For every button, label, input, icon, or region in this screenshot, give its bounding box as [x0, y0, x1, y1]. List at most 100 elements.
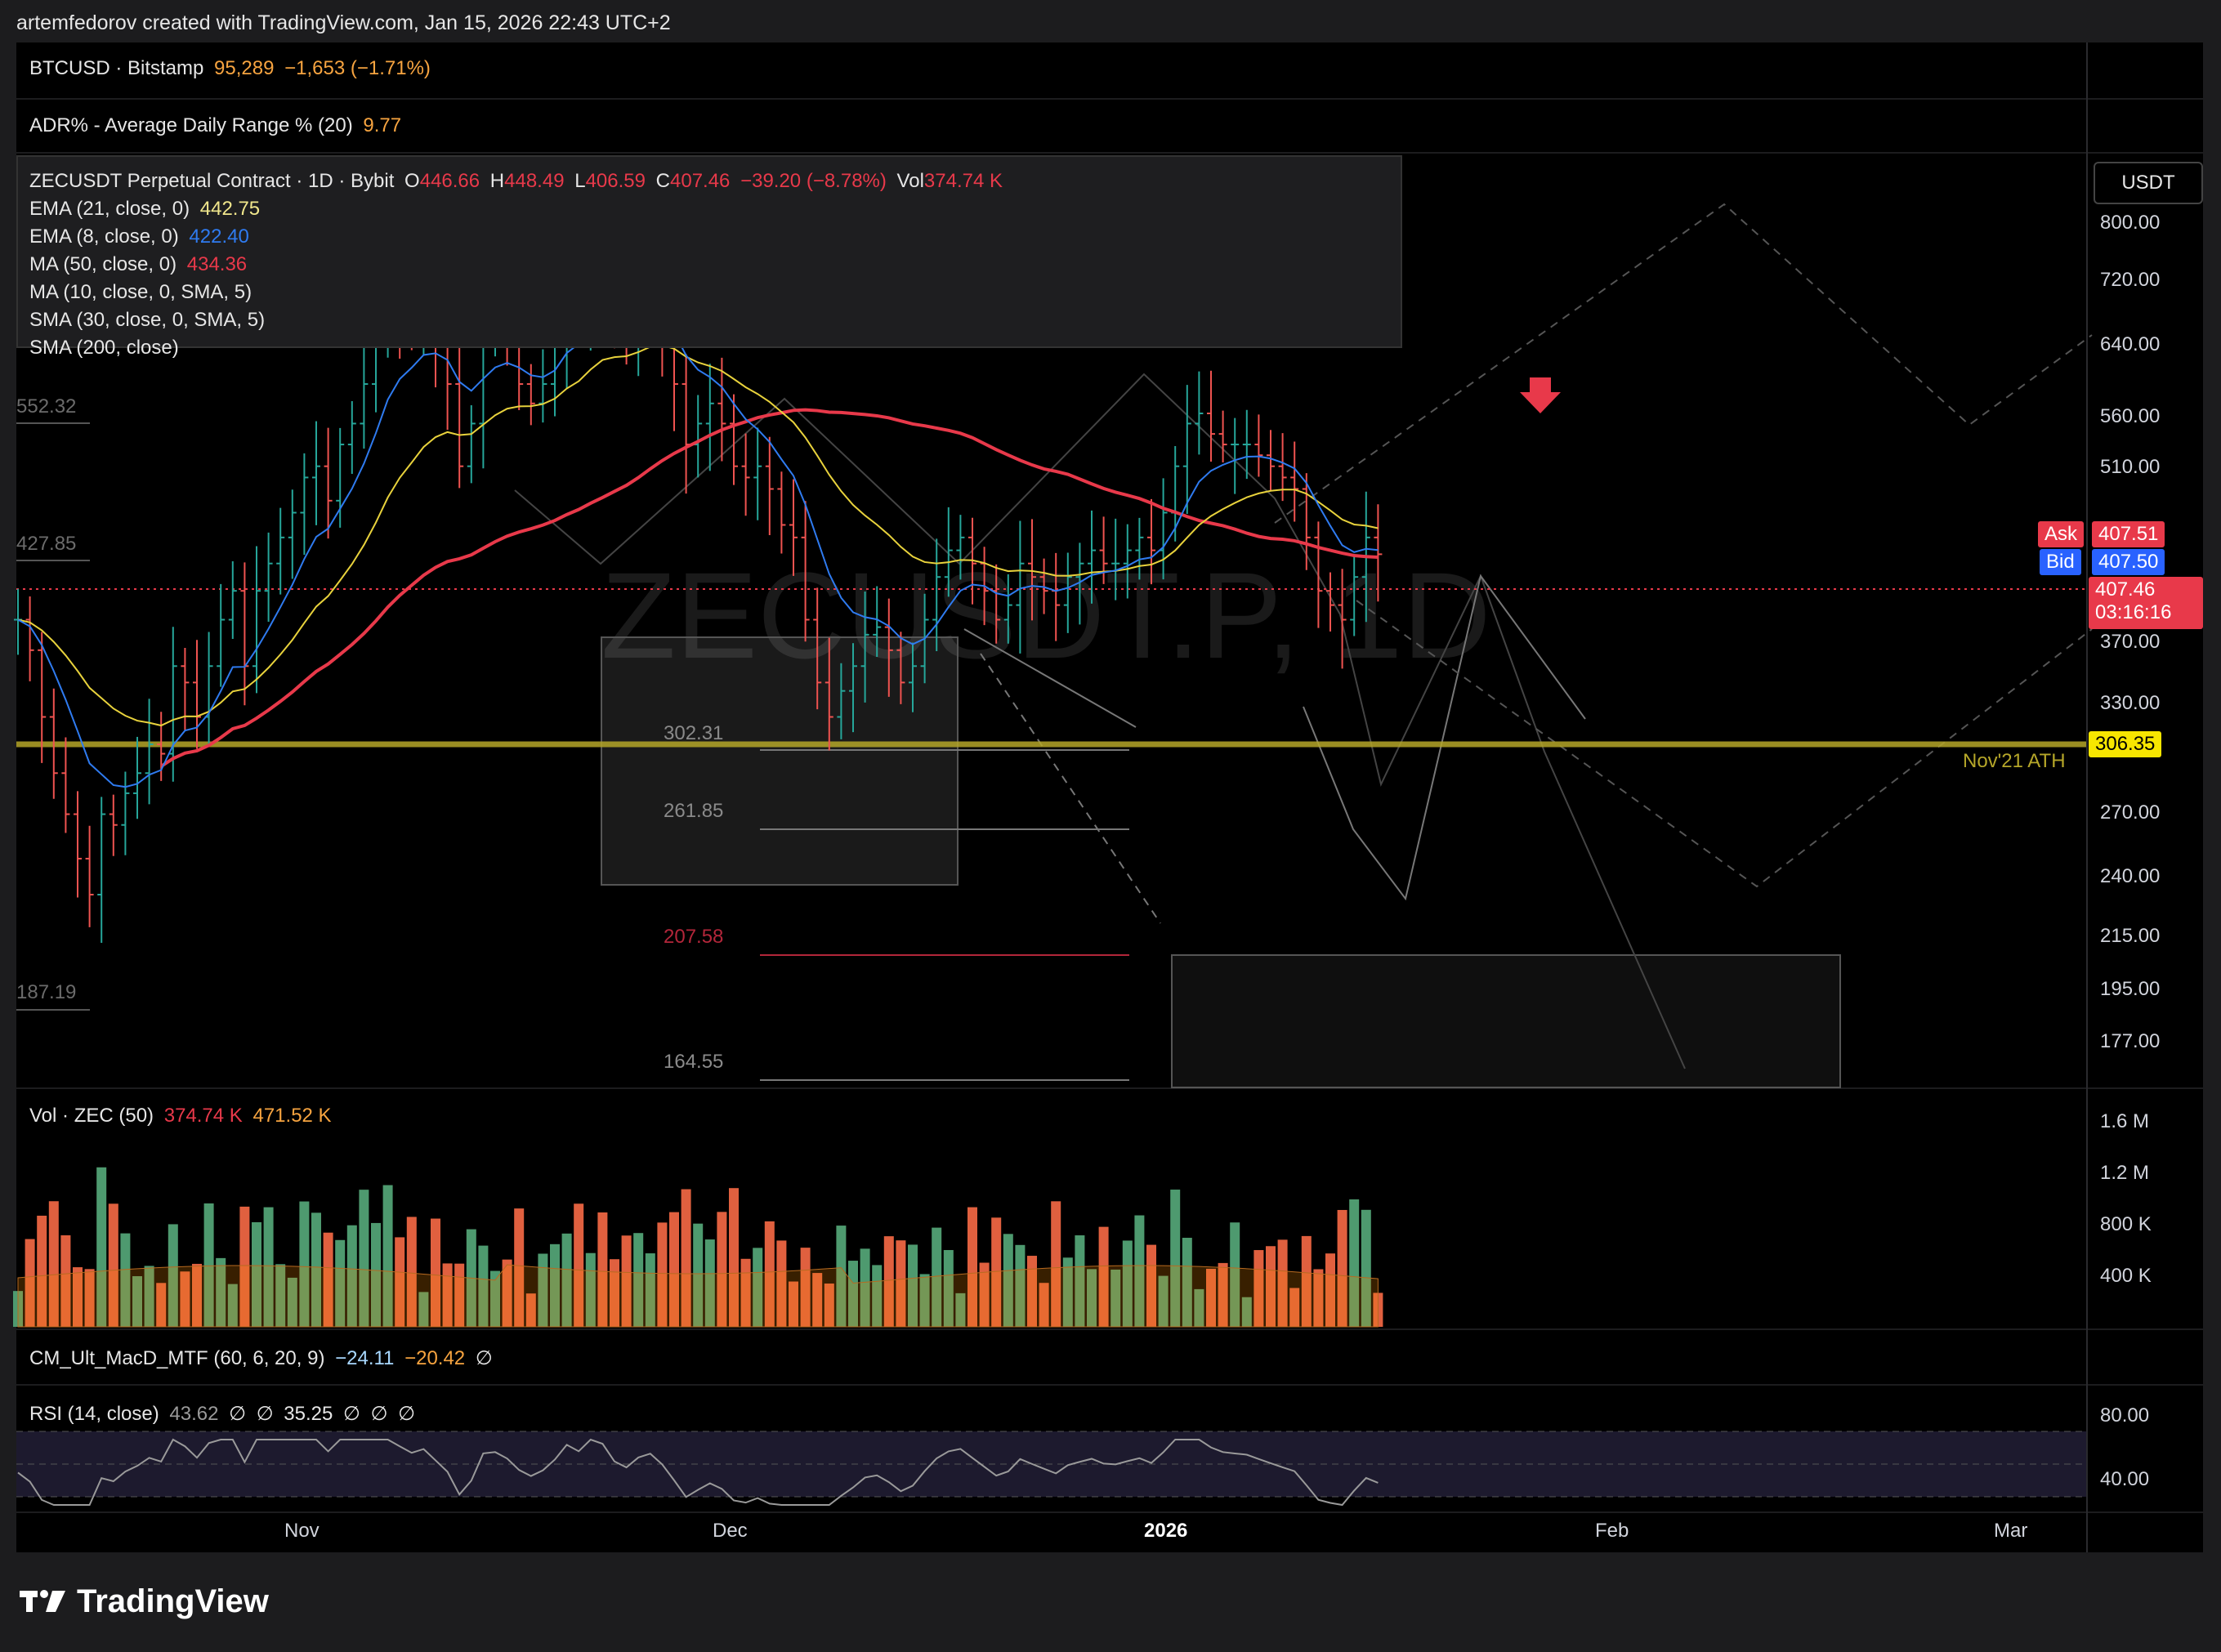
volume-bar [1110, 1269, 1121, 1327]
volume-bar [669, 1212, 679, 1327]
volume-bar [1087, 1269, 1097, 1327]
volume-bar [908, 1244, 918, 1327]
volume-bar [681, 1189, 691, 1327]
volume-bar [1027, 1256, 1037, 1327]
time-tick-feb: Feb [1595, 1520, 1629, 1542]
volume-bar [1230, 1222, 1240, 1327]
volume-bar [168, 1224, 178, 1327]
price-tick: 215.00 [2100, 925, 2161, 947]
volume-bar [406, 1217, 417, 1327]
volume-legend[interactable]: Vol · ZEC (50) 374.74 K 471.52 K [29, 1105, 337, 1127]
bid-value-badge: 407.50 [2092, 549, 2165, 575]
ema8-value: 422.40 [189, 225, 249, 248]
volume-bar [1337, 1209, 1347, 1327]
tradingview-brand[interactable]: TradingView [20, 1583, 269, 1620]
volume-bar [1325, 1253, 1335, 1327]
adr-label: ADR% - Average Daily Range % (20) [29, 114, 353, 136]
channel-upper [1274, 203, 2093, 524]
volume-bar [1039, 1283, 1049, 1327]
bar-countdown: 03:16:16 [2095, 601, 2172, 623]
ma50-label: MA (50, close, 0) [29, 253, 177, 275]
rsi-na-4: ∅ [370, 1403, 388, 1425]
ema8-legend[interactable]: EMA (8, close, 0) 422.40 [29, 225, 254, 248]
level-427: 427.85 [16, 533, 76, 555]
macd-pane[interactable] [16, 1330, 2203, 1384]
volume-bar [693, 1223, 704, 1327]
volume-bar [1122, 1240, 1133, 1327]
volume-bar [132, 1276, 142, 1327]
adr-pane: ADR% - Average Daily Range % (20) 9.77 [16, 100, 2203, 152]
volume-bar [574, 1203, 584, 1327]
volume-bar [848, 1261, 858, 1327]
time-axis[interactable] [16, 1513, 2203, 1552]
volume-bar [740, 1258, 751, 1327]
vol-label: Vol [896, 170, 924, 192]
volume-bar [418, 1292, 429, 1327]
ath-label: Nov'21 ATH [1963, 750, 2066, 772]
volume-bar [239, 1206, 250, 1327]
volume-bar [359, 1190, 369, 1327]
main-legend-box[interactable] [16, 155, 1402, 348]
price-tick: 330.00 [2100, 692, 2161, 714]
rsi-label: RSI (14, close) [29, 1403, 159, 1425]
main-symbol: ZECUSDT Perpetual Contract · 1D · Bybit [29, 170, 395, 192]
last-price-badge: 407.46 03:16:16 [2089, 577, 2203, 629]
volume-bar [1051, 1201, 1061, 1327]
price-tick: 800.00 [2100, 212, 2161, 234]
sma200-legend[interactable]: SMA (200, close) [29, 337, 184, 359]
volume-bar [514, 1208, 525, 1327]
volume-bar [180, 1271, 190, 1327]
volume-bar [37, 1215, 47, 1327]
projection-line [1303, 574, 1586, 901]
adr-value: 9.77 [363, 114, 402, 136]
high-label: H [489, 170, 505, 192]
ma10-legend[interactable]: MA (10, close, 0, SMA, 5) [29, 281, 257, 304]
volume-bar [1313, 1269, 1324, 1327]
btc-legend[interactable]: BTCUSD · Bitstamp 95,289 −1,653 (−1.71%) [29, 57, 436, 80]
vol-value-1: 374.74 K [163, 1105, 243, 1127]
volume-bar [346, 1225, 357, 1327]
ema21-legend[interactable]: EMA (21, close, 0) 442.75 [29, 198, 265, 221]
vol-tick: 400 K [2100, 1265, 2152, 1287]
volume-bar [108, 1203, 118, 1327]
rsi-line [17, 1438, 1379, 1507]
volume-bar [203, 1203, 214, 1327]
rsi-na-1: ∅ [229, 1403, 247, 1425]
volume-bar [753, 1248, 763, 1327]
volume-bar [1015, 1244, 1026, 1327]
btc-price: 95,289 [214, 57, 275, 79]
time-tick-nov: Nov [284, 1520, 320, 1542]
currency-selector[interactable]: USDT [2094, 162, 2203, 204]
high-value: 448.49 [504, 170, 565, 192]
main-symbol-legend[interactable]: ZECUSDT Perpetual Contract · 1D · Bybit … [29, 170, 1008, 193]
vol-value: 374.74 K [923, 170, 1003, 192]
volume-bar [979, 1262, 990, 1327]
macd-value-2: −20.42 [404, 1347, 466, 1369]
ma50-legend[interactable]: MA (50, close, 0) 434.36 [29, 253, 252, 276]
vol-tick: 1.6 M [2100, 1110, 2150, 1132]
volume-bar [610, 1259, 619, 1327]
volume-bar [84, 1269, 95, 1327]
adr-legend[interactable]: ADR% - Average Daily Range % (20) 9.77 [29, 114, 406, 137]
volume-bar [1194, 1288, 1204, 1327]
volume-bar [371, 1222, 381, 1327]
rsi-legend[interactable]: RSI (14, close) 43.62 ∅ ∅ 35.25 ∅ ∅ ∅ [29, 1402, 420, 1426]
open-label: O [404, 170, 420, 192]
sell-arrow-icon [1520, 377, 1561, 413]
btc-change: −1,653 (−1.71%) [284, 57, 431, 79]
volume-bar [1266, 1246, 1276, 1327]
rsi-na-5: ∅ [398, 1403, 416, 1425]
sma30-legend[interactable]: SMA (30, close, 0, SMA, 5) [29, 309, 270, 332]
macd-legend[interactable]: CM_Ult_MacD_MTF (60, 6, 20, 9) −24.11 −2… [29, 1346, 498, 1370]
ask-value-badge: 407.51 [2092, 521, 2165, 547]
btc-pane: BTCUSD · Bitstamp 95,289 −1,653 (−1.71%) [16, 42, 2203, 98]
volume-bar [1134, 1215, 1145, 1327]
volume-bar [48, 1201, 59, 1327]
volume-bar [561, 1233, 572, 1327]
volume-bar [252, 1221, 261, 1327]
volume-bar [991, 1217, 1002, 1327]
level-207: 207.58 [664, 926, 723, 948]
volume-bar [1182, 1238, 1192, 1327]
volume-bar [382, 1185, 393, 1327]
ema21-label: EMA (21, close, 0) [29, 198, 190, 220]
